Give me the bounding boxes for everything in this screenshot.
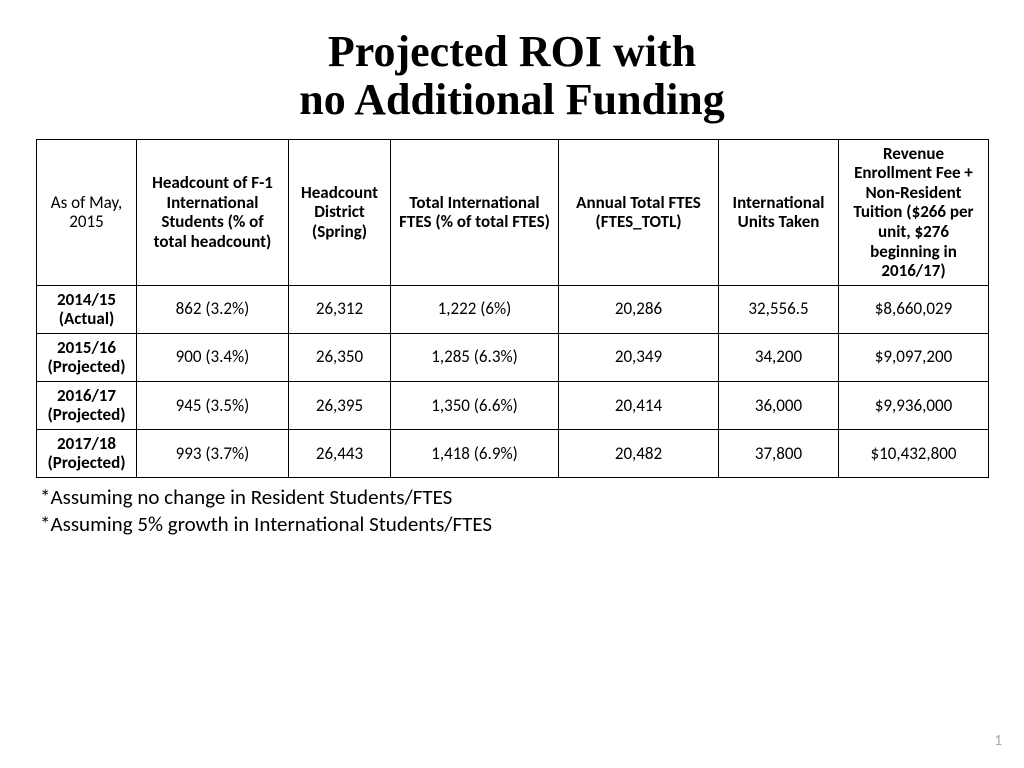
row-label: 2014/15 (Actual) xyxy=(37,285,137,333)
cell: 34,200 xyxy=(719,333,839,381)
table-header-row: As of May, 2015 Headcount of F-1 Interna… xyxy=(37,139,989,285)
cell: 993 (3.7%) xyxy=(137,429,289,477)
cell: $9,097,200 xyxy=(839,333,989,381)
cell: 36,000 xyxy=(719,381,839,429)
table-row: 2016/17 (Projected) 945 (3.5%) 26,395 1,… xyxy=(37,381,989,429)
cell: 20,286 xyxy=(559,285,719,333)
cell: $8,660,029 xyxy=(839,285,989,333)
col-header: Annual Total FTES (FTES_TOTL) xyxy=(559,139,719,285)
cell: 26,395 xyxy=(289,381,391,429)
row-label: 2015/16 (Projected) xyxy=(37,333,137,381)
cell: 20,414 xyxy=(559,381,719,429)
cell: 26,312 xyxy=(289,285,391,333)
roi-table: As of May, 2015 Headcount of F-1 Interna… xyxy=(36,139,989,478)
cell: $10,432,800 xyxy=(839,429,989,477)
table-row: 2014/15 (Actual) 862 (3.2%) 26,312 1,222… xyxy=(37,285,989,333)
row-label: 2017/18 (Projected) xyxy=(37,429,137,477)
cell: 1,350 (6.6%) xyxy=(391,381,559,429)
cell: 900 (3.4%) xyxy=(137,333,289,381)
col-header: Revenue Enrollment Fee + Non-Resident Tu… xyxy=(839,139,989,285)
cell: 945 (3.5%) xyxy=(137,381,289,429)
cell: 20,349 xyxy=(559,333,719,381)
cell: 37,800 xyxy=(719,429,839,477)
footnote: *Assuming no change in Resident Students… xyxy=(40,484,988,511)
cell: 26,350 xyxy=(289,333,391,381)
col-header: Total International FTES (% of total FTE… xyxy=(391,139,559,285)
slide: Projected ROI with no Additional Funding… xyxy=(0,0,1024,768)
row-label: 2016/17 (Projected) xyxy=(37,381,137,429)
col-header: Headcount of F-1 International Students … xyxy=(137,139,289,285)
col-header-corner: As of May, 2015 xyxy=(37,139,137,285)
table-row: 2017/18 (Projected) 993 (3.7%) 26,443 1,… xyxy=(37,429,989,477)
footnote: *Assuming 5% growth in International Stu… xyxy=(40,511,988,538)
title-line-1: Projected ROI with xyxy=(328,27,696,76)
footnotes: *Assuming no change in Resident Students… xyxy=(36,484,988,539)
title-line-2: no Additional Funding xyxy=(299,75,725,124)
cell: 862 (3.2%) xyxy=(137,285,289,333)
cell: 1,418 (6.9%) xyxy=(391,429,559,477)
cell: 1,285 (6.3%) xyxy=(391,333,559,381)
table-row: 2015/16 (Projected) 900 (3.4%) 26,350 1,… xyxy=(37,333,989,381)
col-header: Headcount District (Spring) xyxy=(289,139,391,285)
cell: 32,556.5 xyxy=(719,285,839,333)
cell: $9,936,000 xyxy=(839,381,989,429)
cell: 20,482 xyxy=(559,429,719,477)
cell: 1,222 (6%) xyxy=(391,285,559,333)
slide-title: Projected ROI with no Additional Funding xyxy=(36,28,988,125)
cell: 26,443 xyxy=(289,429,391,477)
page-number: 1 xyxy=(994,732,1002,750)
col-header: International Units Taken xyxy=(719,139,839,285)
